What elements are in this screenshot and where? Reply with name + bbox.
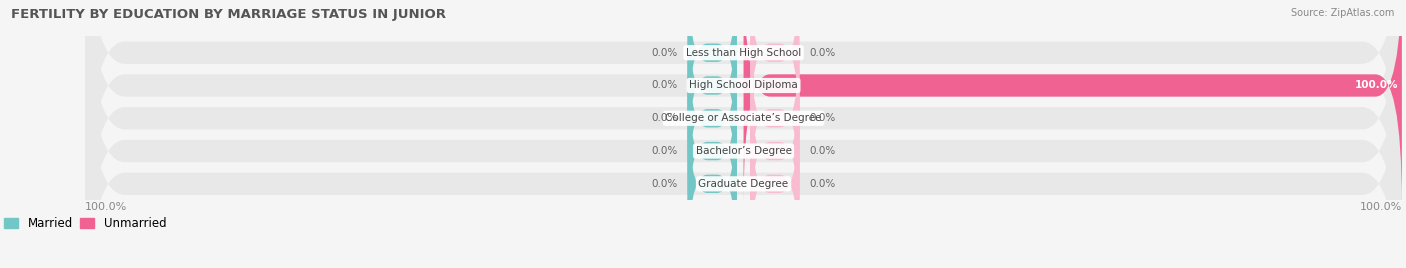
FancyBboxPatch shape xyxy=(751,29,800,207)
Text: 0.0%: 0.0% xyxy=(651,146,678,156)
FancyBboxPatch shape xyxy=(86,0,1402,238)
FancyBboxPatch shape xyxy=(751,0,800,142)
Text: 100.0%: 100.0% xyxy=(1355,80,1399,91)
Text: Graduate Degree: Graduate Degree xyxy=(699,179,789,189)
Text: 0.0%: 0.0% xyxy=(810,48,835,58)
Legend: Married, Unmarried: Married, Unmarried xyxy=(4,217,166,230)
FancyBboxPatch shape xyxy=(751,95,800,268)
FancyBboxPatch shape xyxy=(751,62,800,240)
FancyBboxPatch shape xyxy=(688,0,737,175)
Text: FERTILITY BY EDUCATION BY MARRIAGE STATUS IN JUNIOR: FERTILITY BY EDUCATION BY MARRIAGE STATU… xyxy=(11,8,446,21)
Text: 0.0%: 0.0% xyxy=(810,113,835,123)
FancyBboxPatch shape xyxy=(86,0,1402,268)
FancyBboxPatch shape xyxy=(688,62,737,240)
Text: 0.0%: 0.0% xyxy=(810,179,835,189)
Text: High School Diploma: High School Diploma xyxy=(689,80,799,91)
Text: Bachelor’s Degree: Bachelor’s Degree xyxy=(696,146,792,156)
Text: 100.0%: 100.0% xyxy=(86,202,128,212)
FancyBboxPatch shape xyxy=(86,0,1402,268)
FancyBboxPatch shape xyxy=(86,0,1402,268)
FancyBboxPatch shape xyxy=(688,0,737,142)
Text: 100.0%: 100.0% xyxy=(1360,202,1402,212)
FancyBboxPatch shape xyxy=(86,0,1402,268)
Text: 0.0%: 0.0% xyxy=(651,113,678,123)
Text: Source: ZipAtlas.com: Source: ZipAtlas.com xyxy=(1291,8,1395,18)
FancyBboxPatch shape xyxy=(688,29,737,207)
Text: 0.0%: 0.0% xyxy=(810,146,835,156)
Text: College or Associate’s Degree: College or Associate’s Degree xyxy=(665,113,821,123)
Text: Less than High School: Less than High School xyxy=(686,48,801,58)
FancyBboxPatch shape xyxy=(688,95,737,268)
FancyBboxPatch shape xyxy=(744,0,1402,206)
Text: 0.0%: 0.0% xyxy=(651,179,678,189)
Text: 0.0%: 0.0% xyxy=(651,80,678,91)
Text: 0.0%: 0.0% xyxy=(651,48,678,58)
